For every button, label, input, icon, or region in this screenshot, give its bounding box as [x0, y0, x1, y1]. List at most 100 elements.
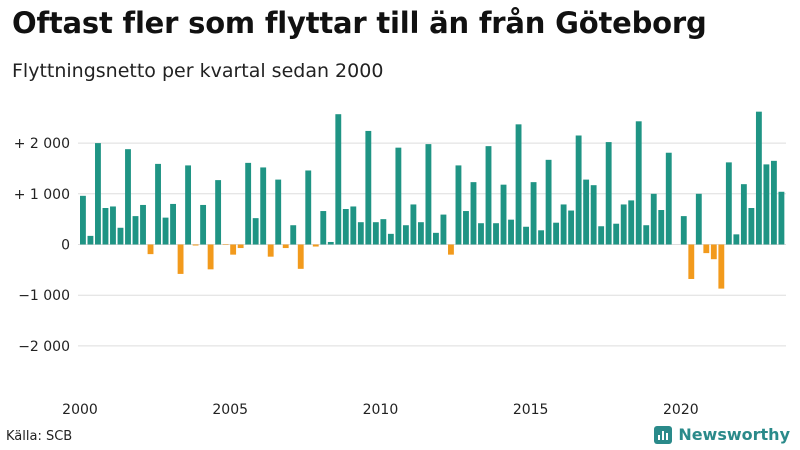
- bar: [448, 244, 454, 255]
- bar: [463, 211, 469, 245]
- brand-name: Newsworthy: [678, 425, 790, 444]
- bar: [335, 114, 342, 245]
- x-tick-label: 2015: [513, 402, 549, 418]
- bar: [523, 226, 529, 245]
- bar: [455, 165, 462, 245]
- bar: [710, 244, 717, 260]
- bar: [755, 111, 762, 245]
- source-note: Källa: SCB: [6, 429, 73, 444]
- bar: [665, 152, 672, 245]
- y-tick-label: 0: [61, 238, 70, 254]
- bar: [200, 204, 207, 245]
- bar: [177, 244, 184, 274]
- bar: [290, 225, 297, 245]
- bar: [778, 191, 785, 245]
- bar: [560, 204, 567, 245]
- bar: [763, 164, 770, 245]
- x-tick-label: 2020: [663, 402, 699, 418]
- bar: [485, 146, 492, 245]
- bar: [320, 211, 327, 245]
- bar: [395, 147, 402, 245]
- x-tick-label: 2000: [62, 402, 98, 418]
- bar: [688, 244, 695, 279]
- chart-subtitle: Flyttningsnetto per kvartal sedan 2000: [12, 60, 384, 82]
- bar: [192, 244, 199, 246]
- bar: [132, 216, 139, 245]
- bar: [725, 162, 732, 245]
- bar: [230, 244, 237, 255]
- bar: [613, 223, 620, 245]
- x-tick-label: 2005: [212, 402, 248, 418]
- bar: [628, 200, 635, 245]
- bar: [703, 244, 710, 254]
- bar: [410, 204, 417, 245]
- bar: [312, 244, 319, 247]
- bar: [500, 184, 507, 245]
- y-tick-label: −1 000: [18, 288, 70, 304]
- bar: [125, 149, 131, 245]
- bar: [222, 244, 229, 246]
- bar: [140, 204, 146, 245]
- bar: [650, 193, 657, 245]
- bar: [380, 219, 387, 245]
- bar: [402, 225, 409, 245]
- bar: [215, 180, 222, 245]
- bar: [740, 184, 747, 245]
- bar: [117, 227, 124, 245]
- bar: [102, 208, 109, 245]
- bar: [695, 193, 702, 245]
- bar: [350, 206, 357, 245]
- bar: [620, 204, 627, 245]
- bar: [365, 130, 372, 245]
- bar: [95, 143, 101, 245]
- bar: [770, 160, 777, 245]
- bar: [207, 244, 214, 270]
- bar: [478, 223, 484, 245]
- bar: [658, 210, 665, 245]
- bar: [425, 144, 432, 245]
- bar: [170, 203, 176, 245]
- bar: [433, 232, 439, 245]
- bar: [80, 195, 86, 245]
- bar: [575, 135, 582, 245]
- bar: [538, 230, 545, 245]
- bar: [530, 182, 537, 245]
- bar: [110, 206, 116, 245]
- bar: [553, 222, 560, 245]
- bar: [635, 121, 642, 245]
- bar: [275, 179, 282, 245]
- bar: [252, 218, 259, 245]
- bar: [643, 225, 650, 245]
- brand-logo: Newsworthy: [654, 425, 790, 444]
- bar: [583, 179, 590, 245]
- bar: [282, 244, 289, 249]
- bar: [508, 219, 514, 245]
- bar: [515, 124, 522, 245]
- bar: [342, 209, 349, 245]
- bar: [357, 222, 364, 245]
- y-tick-label: + 2 000: [14, 136, 70, 152]
- bar: [372, 222, 379, 245]
- bar: [147, 244, 154, 255]
- bar: [417, 222, 424, 245]
- y-tick-label: −2 000: [18, 339, 70, 355]
- bar: [718, 244, 725, 289]
- bar: [598, 226, 605, 245]
- x-tick-label: 2010: [363, 402, 399, 418]
- bar: [87, 235, 94, 245]
- bar: [260, 167, 267, 245]
- chart-title: Oftast fler som flyttar till än från Göt…: [12, 6, 707, 40]
- y-tick-label: + 1 000: [14, 187, 70, 203]
- bar: [545, 159, 552, 245]
- bar: [387, 233, 394, 245]
- bar: [605, 142, 612, 245]
- bar: [440, 214, 447, 245]
- bar: [267, 244, 274, 257]
- bar: [162, 217, 169, 245]
- bar: [155, 163, 161, 245]
- bar-chart-logo-icon: [654, 425, 673, 444]
- bar: [680, 216, 687, 245]
- bar: [185, 165, 192, 245]
- bar: [237, 244, 244, 249]
